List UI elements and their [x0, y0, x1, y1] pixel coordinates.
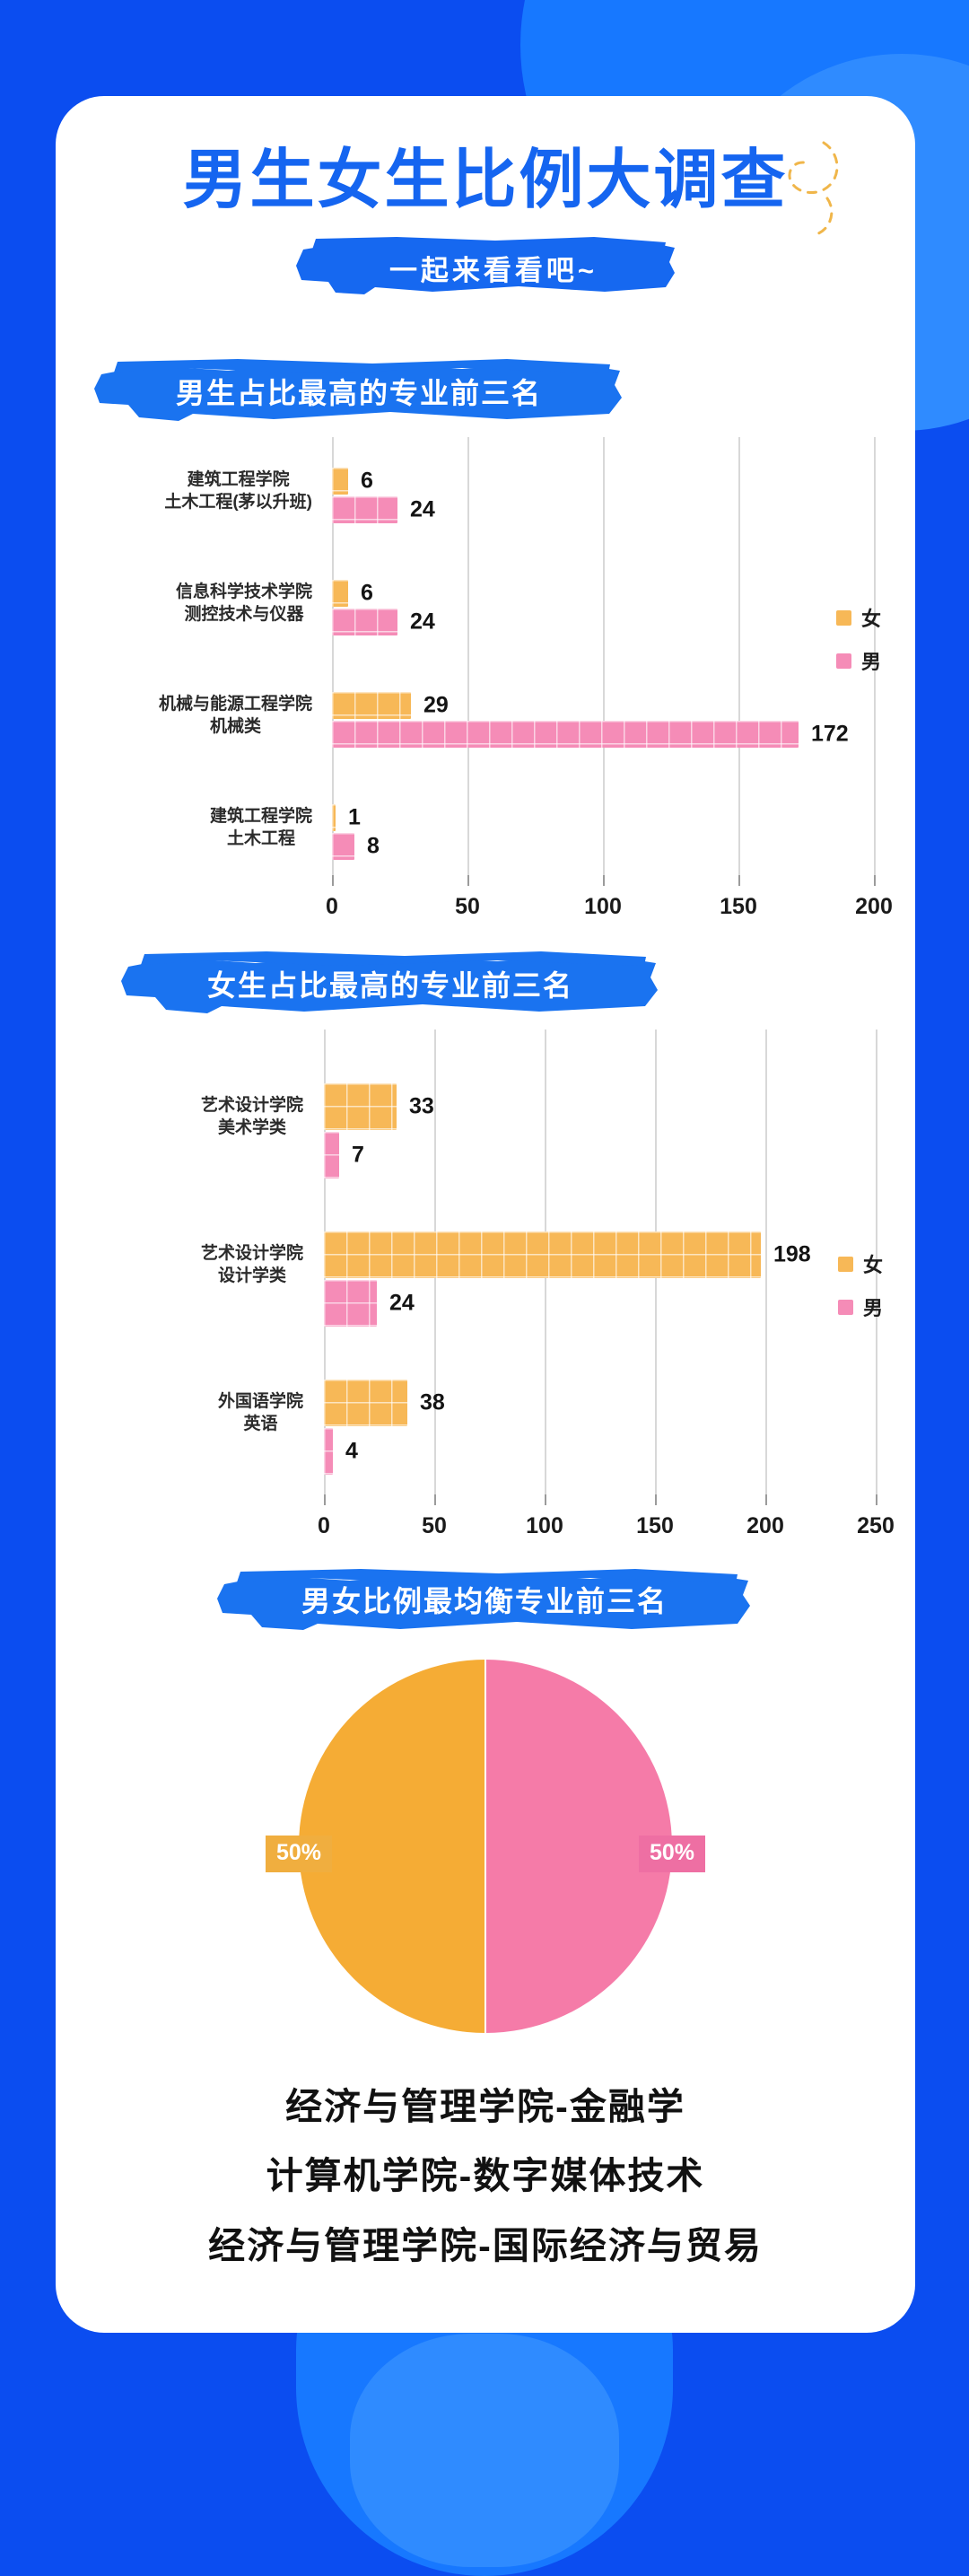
legend-swatch-female-icon — [836, 609, 851, 626]
pie-label-male: 50% — [638, 1836, 705, 1872]
bar-male — [324, 1280, 377, 1327]
legend-swatch-male-icon — [836, 653, 851, 669]
legend-label-male: 男 — [861, 651, 882, 673]
category-label: 信息科学技术学院 测控技术与仪器 — [175, 582, 312, 624]
x-tick-label: 150 — [636, 1513, 674, 1538]
legend-item-female: 女 — [838, 1249, 883, 1278]
bar-value-female: 6 — [361, 468, 373, 494]
subtitle-text: 一起来看看吧~ — [388, 254, 598, 286]
legend-item-male: 男 — [838, 1292, 883, 1321]
x-tick-label: 100 — [584, 894, 622, 919]
subtitle-banner: 一起来看看吧~ — [289, 235, 682, 298]
chart-male-top: 0 50 100 150 200 建筑工程学院 土木工程(茅以升班) 6 24 … — [56, 437, 915, 922]
category-label: 建筑工程学院 土木工程 — [209, 806, 312, 848]
bar-value-male: 4 — [345, 1438, 358, 1464]
section-header-label: 男生占比最高的专业前三名 — [175, 377, 542, 409]
chart-legend: 女 男 — [838, 1249, 883, 1336]
x-tick-label: 150 — [720, 894, 757, 919]
section-header-male-top: 男生占比最高的专业前三名 — [85, 356, 633, 423]
x-tick-label: 100 — [526, 1513, 563, 1538]
x-tick-label: 0 — [318, 1513, 330, 1538]
x-tick-label: 200 — [855, 894, 893, 919]
bar-female — [332, 804, 336, 831]
bar-female — [332, 692, 411, 719]
brush-stroke-shape — [296, 237, 675, 294]
legend-item-male: 男 — [836, 646, 881, 675]
page-title: 男生女生比例大调查 — [182, 145, 789, 216]
chart-female-top: 0 50 100 150 200 250 艺术设计学院 美术学类 33 7 艺术… — [56, 1030, 915, 1541]
brush-stroke-shape — [94, 359, 622, 421]
list-item: 计算机学院-数字媒体技术 — [266, 2155, 705, 2197]
category-label: 艺术设计学院 设计学类 — [200, 1243, 303, 1285]
bar-female — [332, 468, 348, 495]
category-label: 外国语学院 英语 — [217, 1391, 303, 1433]
chart-balanced-pie: 50% 50% — [56, 1660, 915, 2046]
bar-female — [332, 580, 348, 607]
category-label: 艺术设计学院 美术学类 — [200, 1095, 303, 1137]
bar-value-male: 172 — [811, 721, 849, 747]
infographic-card: 男生女生比例大调查 一起来看看吧~ 男生占比最高的专业前三名 — [56, 96, 915, 2333]
legend-label-female: 女 — [861, 608, 882, 630]
brush-stroke-shape — [121, 951, 658, 1013]
section-header-balanced-top: 男女比例最均衡专业前三名 — [210, 1564, 759, 1631]
pie-label-female: 50% — [266, 1836, 333, 1872]
x-tick-label: 50 — [422, 1513, 447, 1538]
legend-item-female: 女 — [836, 603, 881, 632]
bar-female — [324, 1380, 407, 1426]
swirl-doodle-icon — [788, 141, 839, 236]
title-block: 男生女生比例大调查 — [56, 141, 915, 236]
bar-female — [324, 1083, 397, 1130]
list-item: 经济与管理学院-国际经济与贸易 — [208, 2224, 763, 2266]
bar-male — [332, 833, 354, 860]
chart-legend: 女 男 — [836, 603, 881, 689]
x-tick-label: 0 — [326, 894, 338, 919]
bar-value-male: 24 — [389, 1290, 415, 1316]
legend-swatch-male-icon — [838, 1299, 853, 1315]
x-tick-label: 250 — [857, 1513, 895, 1538]
x-tick-label: 50 — [455, 894, 480, 919]
category-label: 建筑工程学院 土木工程(茅以升班) — [164, 469, 312, 512]
bar-male — [332, 609, 397, 635]
brush-stroke-shape — [217, 1569, 750, 1630]
bar-value-male: 24 — [410, 609, 435, 635]
bar-value-female: 33 — [409, 1093, 434, 1119]
balanced-majors-list: 经济与管理学院-金融学 计算机学院-数字媒体技术 经济与管理学院-国际经济与贸易 — [56, 2084, 915, 2292]
bar-value-female: 29 — [423, 692, 449, 718]
legend-label-male: 男 — [863, 1297, 884, 1319]
bar-value-male: 8 — [367, 833, 380, 859]
section-header-label: 男女比例最均衡专业前三名 — [301, 1585, 668, 1617]
bar-value-female: 1 — [348, 804, 361, 830]
section-header-female-top: 女生占比最高的专业前三名 — [112, 949, 668, 1015]
x-tick-label: 200 — [746, 1513, 784, 1538]
legend-label-female: 女 — [863, 1254, 884, 1276]
bar-value-male: 24 — [410, 496, 435, 522]
section-header-label: 女生占比最高的专业前三名 — [206, 969, 573, 1002]
bar-male — [324, 1428, 333, 1475]
bar-female — [324, 1231, 761, 1278]
bar-value-male: 7 — [352, 1142, 364, 1168]
list-item: 经济与管理学院-金融学 — [285, 2086, 685, 2127]
category-label: 机械与能源工程学院 机械类 — [158, 694, 312, 736]
pie-graphic — [299, 1660, 672, 2033]
bar-value-female: 198 — [773, 1241, 811, 1267]
bar-value-female: 38 — [420, 1389, 445, 1415]
bar-value-female: 6 — [361, 580, 373, 606]
legend-swatch-female-icon — [838, 1256, 853, 1272]
bar-male — [324, 1132, 339, 1178]
background-blob-bottom-light — [350, 2334, 619, 2567]
bar-male — [332, 496, 397, 523]
bar-male — [332, 721, 799, 748]
